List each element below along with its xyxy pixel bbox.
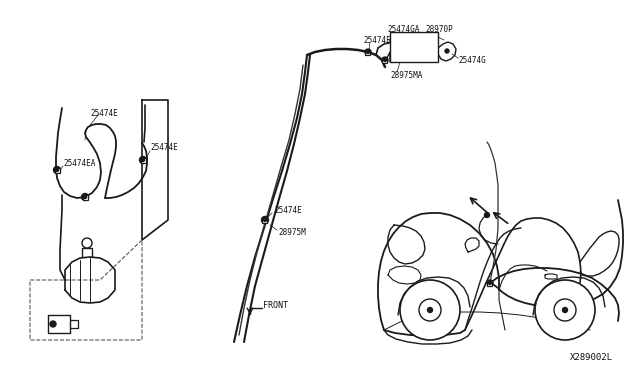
Text: 25474G: 25474G bbox=[458, 55, 486, 64]
Bar bbox=[383, 58, 387, 62]
Circle shape bbox=[563, 308, 568, 312]
Bar bbox=[141, 157, 145, 163]
Bar bbox=[390, 32, 438, 62]
Circle shape bbox=[487, 280, 493, 286]
Circle shape bbox=[535, 280, 595, 340]
Text: 25474E: 25474E bbox=[90, 109, 118, 118]
Bar bbox=[488, 280, 493, 285]
Circle shape bbox=[262, 217, 269, 224]
Circle shape bbox=[400, 280, 460, 340]
Circle shape bbox=[264, 218, 266, 221]
Bar bbox=[54, 167, 60, 173]
Circle shape bbox=[383, 58, 387, 61]
Text: 25474E: 25474E bbox=[274, 205, 301, 215]
Circle shape bbox=[445, 49, 449, 53]
Circle shape bbox=[81, 193, 88, 201]
Text: X289002L: X289002L bbox=[570, 353, 613, 362]
Circle shape bbox=[140, 157, 147, 164]
Bar bbox=[83, 195, 88, 199]
Circle shape bbox=[484, 212, 490, 218]
Circle shape bbox=[83, 196, 86, 199]
Text: 28970P: 28970P bbox=[425, 25, 452, 33]
Text: 25474E: 25474E bbox=[363, 35, 391, 45]
Bar bbox=[262, 218, 268, 222]
Bar bbox=[365, 49, 371, 55]
Circle shape bbox=[56, 169, 58, 171]
Circle shape bbox=[82, 238, 92, 248]
Circle shape bbox=[488, 282, 492, 285]
Circle shape bbox=[554, 299, 576, 321]
Text: 25474E: 25474E bbox=[150, 142, 178, 151]
Circle shape bbox=[365, 49, 371, 55]
Circle shape bbox=[382, 57, 388, 63]
Circle shape bbox=[419, 299, 441, 321]
Text: 28975M: 28975M bbox=[278, 228, 306, 237]
Text: 28975MA: 28975MA bbox=[390, 71, 422, 80]
Circle shape bbox=[141, 158, 145, 161]
Text: 25474GA: 25474GA bbox=[387, 25, 419, 33]
Circle shape bbox=[428, 308, 433, 312]
Circle shape bbox=[367, 51, 369, 54]
Text: FRONT: FRONT bbox=[263, 301, 288, 311]
Text: 25474EA: 25474EA bbox=[63, 158, 95, 167]
Circle shape bbox=[54, 167, 61, 173]
Circle shape bbox=[50, 321, 56, 327]
